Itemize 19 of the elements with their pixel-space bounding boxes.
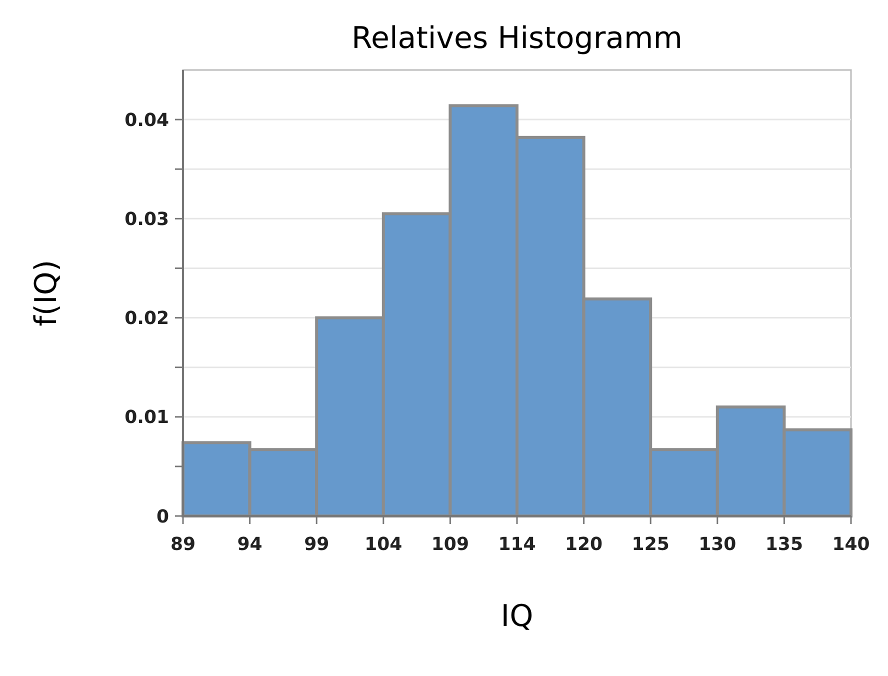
x-tick-label: 114	[498, 534, 536, 555]
x-tick-label: 140	[832, 534, 870, 555]
y-tick-label: 0.02	[124, 308, 169, 330]
y-tick-label: 0	[156, 506, 169, 528]
x-tick-label: 89	[170, 534, 196, 555]
x-tick-label: 94	[237, 534, 262, 555]
chart-title: Relatives Histogramm	[352, 21, 682, 56]
x-tick-label: 135	[765, 534, 803, 555]
x-tick-label: 125	[632, 534, 670, 555]
x-tick-label: 99	[304, 534, 330, 555]
y-axis-title: f(IQ)	[29, 260, 64, 326]
x-axis-title: IQ	[500, 599, 534, 634]
x-tick-label: 120	[565, 534, 603, 555]
y-tick-label: 0.04	[124, 110, 169, 131]
x-tick-label: 109	[431, 534, 469, 555]
x-tick-label: 104	[364, 534, 402, 555]
y-tick-label: 0.01	[124, 407, 169, 428]
x-tick-label: 130	[698, 534, 736, 555]
y-tick-label: 0.03	[124, 208, 169, 230]
